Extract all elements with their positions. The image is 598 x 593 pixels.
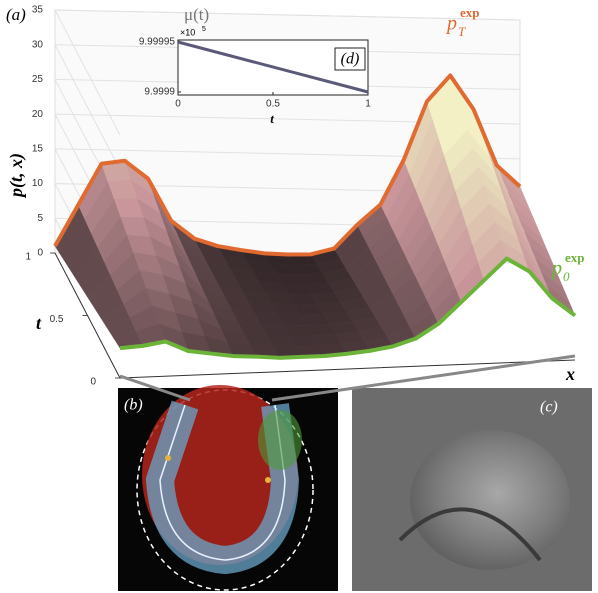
panel-label: (d) [341, 51, 360, 68]
inset-title: μ(t) [184, 5, 209, 24]
sem-bulge [410, 430, 570, 570]
profile-line [53, 73, 522, 257]
curve-label: p [445, 13, 457, 35]
profile-line [119, 256, 577, 360]
exponent: 5 [202, 26, 206, 33]
curve-label: p [550, 258, 562, 280]
panel-label: (c) [540, 399, 558, 416]
z-tick-label: 35 [32, 5, 44, 16]
z-tick-label: 20 [32, 109, 44, 120]
exponent-base: ×10 [180, 27, 195, 37]
panel-label: (b) [124, 397, 143, 414]
z-tick-label: 10 [32, 178, 44, 189]
z-tick-label: 0 [37, 248, 43, 259]
z-tick-label: 15 [32, 143, 44, 154]
curve-label-sup: exp [565, 250, 585, 265]
x-tick-label: 0 [175, 99, 181, 110]
x-tick-label: 0.5 [266, 99, 280, 110]
mu-line [177, 40, 369, 94]
connector [271, 354, 576, 402]
x-axis-label: t [270, 111, 274, 126]
panel-label: (a) [6, 5, 26, 24]
panel-c: (c) [352, 388, 592, 591]
y-tick-label: 9.99995 [139, 37, 176, 48]
floor-edge [54, 252, 576, 379]
point [265, 477, 271, 483]
y-tick-label: 9.9999 [144, 87, 175, 98]
grid-line [54, 9, 521, 136]
x-tick-label: 1 [365, 99, 371, 110]
green-region [258, 410, 302, 470]
connector [119, 374, 191, 402]
centerline [159, 404, 286, 561]
point [165, 455, 171, 461]
t-tick-label: 1 [25, 252, 31, 263]
z-axis-label: p(t, x) [6, 153, 27, 199]
x-axis-label: x [565, 364, 575, 384]
label-box [334, 47, 366, 71]
inset-d: 0 0.5 1 9.9999 9.99995 μ(t) ×10 5 t (d) [139, 5, 371, 126]
z-tick-label: 30 [32, 39, 44, 50]
t-axis-label: t [36, 313, 42, 333]
curve-label-sub: T [458, 24, 466, 39]
t-tick-label: 0 [90, 377, 96, 388]
fold [398, 507, 542, 562]
curve-label-sup: exp [460, 5, 480, 20]
t-tick-label: 0.5 [50, 314, 64, 325]
z-tick-label: 25 [32, 74, 44, 85]
curve-label-sub: 0 [563, 269, 570, 284]
z-tick-label: 5 [37, 213, 43, 224]
panel-b: (b) [118, 385, 338, 591]
